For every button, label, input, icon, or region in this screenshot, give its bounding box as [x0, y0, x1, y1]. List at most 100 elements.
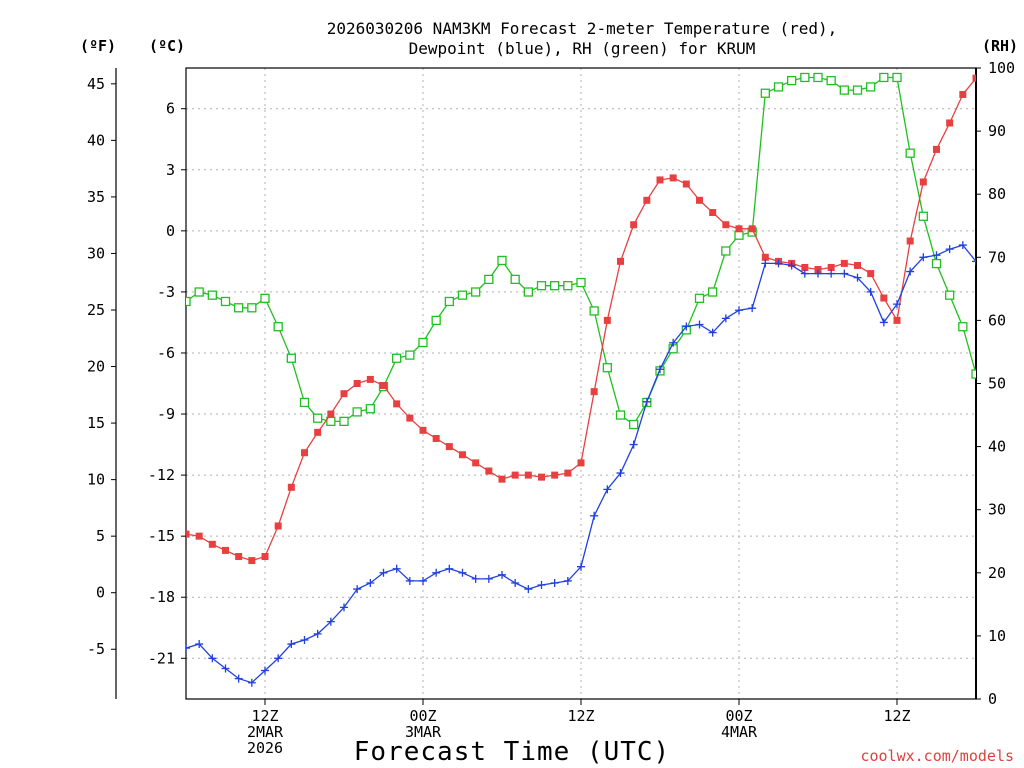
rh-tick-label: 60 — [988, 311, 1006, 329]
2-meter-temperature-point — [656, 176, 664, 184]
x-tick-label: 12Z — [883, 707, 910, 725]
rh-tick-label: 0 — [988, 690, 997, 708]
dewpoint-point — [893, 300, 901, 309]
2-meter-temperature-point — [643, 196, 651, 204]
fahrenheit-tick-label: 20 — [87, 358, 105, 376]
celsius-tick-label: -18 — [148, 588, 175, 606]
2-meter-temperature-point — [603, 316, 611, 324]
celsius-tick-label: -12 — [148, 466, 175, 484]
rh-tick-label: 80 — [988, 185, 1006, 203]
2-meter-temperature-point — [235, 553, 243, 561]
rh-point — [800, 72, 810, 83]
2-meter-temperature-point — [419, 426, 427, 434]
celsius-tick-label: 0 — [166, 222, 175, 240]
rh-point — [194, 287, 204, 297]
fahrenheit-tick-label: 30 — [87, 244, 105, 262]
dewpoint-point — [445, 564, 454, 573]
2-meter-temperature-point — [564, 469, 572, 477]
dewpoint-point — [761, 259, 770, 268]
rh-point — [734, 230, 744, 240]
rh-point — [418, 337, 428, 348]
dewpoint-point — [366, 578, 375, 587]
rh-point — [444, 296, 454, 307]
x-tick-label: 00Z — [409, 707, 436, 725]
2-meter-temperature-point — [498, 475, 506, 483]
dewpoint-point — [511, 578, 520, 587]
rh-point — [931, 258, 942, 269]
2-meter-temperature-point — [287, 483, 295, 491]
dewpoint-point — [353, 585, 362, 594]
2-meter-temperature-point — [301, 449, 308, 457]
rh-point — [392, 353, 402, 363]
dewpoint-point — [432, 568, 441, 577]
dewpoint-point — [186, 644, 190, 653]
dewpoint-point — [629, 440, 638, 449]
dewpoint-point — [550, 578, 559, 587]
rh-point — [207, 290, 217, 300]
dewpoint-point — [827, 269, 836, 278]
rh-point — [773, 82, 784, 92]
x-tick-label: 2026 — [247, 739, 283, 757]
2-meter-temperature-point — [459, 451, 466, 459]
rh-point — [615, 410, 626, 420]
rh-point — [365, 404, 375, 414]
2-meter-temperature-point — [827, 263, 835, 271]
2-meter-temperature-point — [946, 119, 954, 127]
rh-point — [220, 296, 231, 307]
2-meter-temperature-point — [432, 434, 440, 442]
fahrenheit-tick-label: 10 — [87, 471, 105, 489]
2-meter-temperature-point — [248, 557, 256, 565]
2-meter-temperature-point — [208, 540, 216, 548]
series-lines — [186, 72, 976, 687]
fahrenheit-unit-label: (ºF) — [80, 37, 116, 55]
rh-unit-label: (RH) — [982, 37, 1018, 55]
celsius-tick-label: -9 — [157, 405, 175, 423]
plot-frame — [185, 67, 977, 700]
dewpoint-point — [879, 318, 888, 327]
dewpoint-point — [866, 287, 875, 296]
x-tick-label: 2MAR — [247, 723, 284, 741]
dewpoint-point — [340, 603, 348, 612]
dewpoint-point — [972, 257, 976, 266]
dewpoint-point — [234, 674, 243, 683]
celsius-tick-label: -3 — [157, 283, 175, 301]
2-meter-temperature-point — [380, 382, 387, 390]
dewpoint-point — [669, 338, 678, 347]
rh-point — [879, 72, 889, 83]
rh-point — [629, 419, 639, 430]
rh-point — [405, 350, 415, 360]
2-meter-temperature-point — [524, 471, 532, 479]
celsius-tick-label: 6 — [166, 100, 175, 118]
rh-tick-label: 100 — [988, 59, 1015, 77]
2-meter-temperature-point — [274, 522, 282, 530]
2-meter-temperature-point — [669, 174, 677, 182]
fahrenheit-tick-label: 40 — [87, 131, 105, 149]
dewpoint-point — [563, 576, 572, 585]
fahrenheit-tick-label: 0 — [96, 584, 105, 602]
dewpoint-point — [932, 251, 941, 260]
dewpoint-point — [405, 576, 414, 585]
2-meter-temperature-point — [761, 253, 769, 261]
2-meter-temperature-point — [959, 90, 967, 98]
rh-point — [273, 322, 283, 332]
x-tick-label: 4MAR — [721, 723, 758, 741]
fahrenheit-tick-label: 35 — [87, 188, 105, 206]
2-meter-temperature-point — [840, 259, 848, 267]
dewpoint-point — [247, 678, 256, 687]
dewpoint-point — [471, 574, 480, 583]
dewpoint-point — [524, 585, 533, 594]
grid-lines — [186, 68, 976, 699]
2-meter-temperature-point — [327, 410, 335, 418]
2-meter-temperature-point — [933, 145, 940, 153]
dewpoint-point — [379, 568, 388, 577]
2-meter-temperature-point — [393, 400, 401, 408]
rh-tick-label: 40 — [988, 438, 1006, 456]
celsius-tick-label: -21 — [148, 649, 175, 667]
2-meter-temperature-point — [814, 266, 822, 274]
rh-tick-label: 70 — [988, 248, 1006, 266]
2-meter-temperature-point — [590, 388, 598, 396]
dewpoint-point — [484, 574, 493, 583]
2-meter-temperature-point — [366, 375, 374, 383]
fahrenheit-tick-label: 25 — [87, 301, 105, 319]
2-meter-temperature-point — [696, 196, 703, 204]
